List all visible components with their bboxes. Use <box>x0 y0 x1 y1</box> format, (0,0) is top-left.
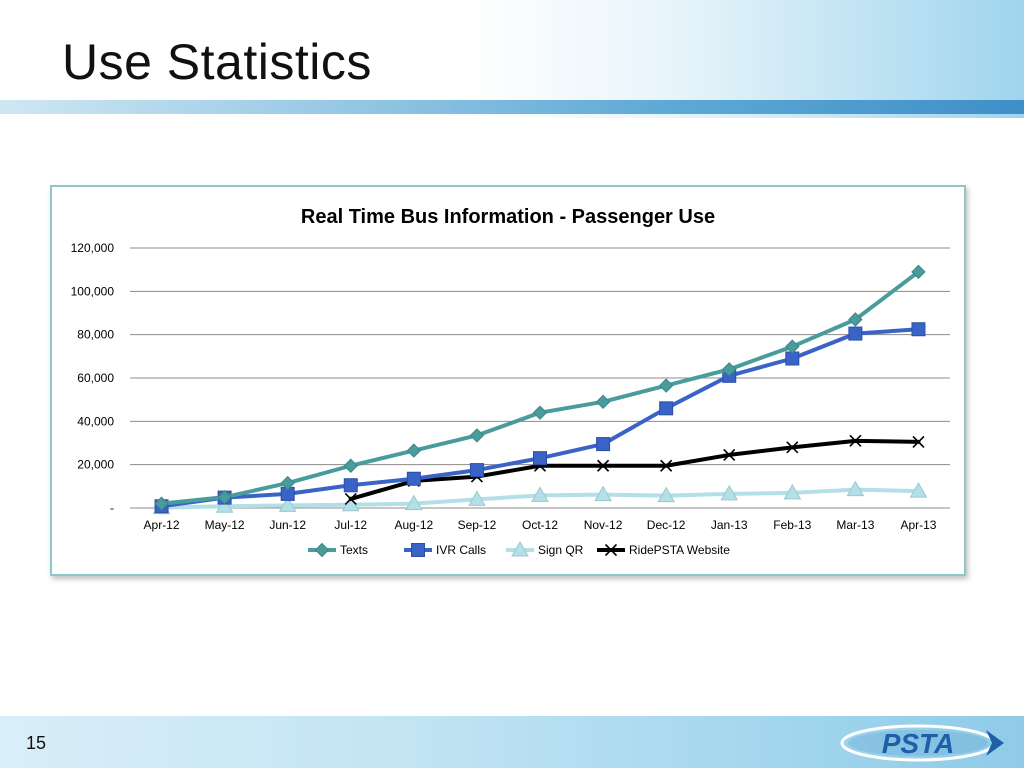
data-point-ivr-calls <box>533 451 547 466</box>
y-tick-label: 20,000 <box>77 458 114 472</box>
legend-item-texts: Texts <box>308 542 368 558</box>
data-point-sign-qr <box>846 480 865 497</box>
data-point-ivr-calls <box>469 463 484 478</box>
line-chart: Real Time Bus Information - Passenger Us… <box>71 206 950 558</box>
data-point-ridepsta-website <box>344 492 357 505</box>
legend-item-sign-qr: Sign QR <box>506 540 584 557</box>
x-tick-label: Feb-13 <box>773 518 811 532</box>
data-point-ivr-calls <box>785 351 800 366</box>
data-point-ridepsta-website <box>786 441 799 454</box>
legend-label: Sign QR <box>538 543 584 557</box>
data-point-ridepsta-website <box>912 435 925 448</box>
x-tick-label: Jan-13 <box>711 518 748 532</box>
data-point-texts <box>154 496 169 511</box>
data-point-ivr-calls <box>911 322 926 337</box>
series-line-texts <box>159 269 921 506</box>
data-point-sign-qr <box>909 482 928 498</box>
data-point-sign-qr <box>594 485 612 502</box>
data-point-sign-qr <box>720 484 739 501</box>
x-tick-label: Oct-12 <box>522 518 558 532</box>
chart-title: Real Time Bus Information - Passenger Us… <box>301 206 715 228</box>
data-point-texts <box>848 312 863 327</box>
x-tick-label: May-12 <box>205 518 245 532</box>
data-point-ridepsta-website <box>723 448 736 461</box>
footer-band <box>0 716 1024 768</box>
y-tick-label: - <box>110 501 114 515</box>
y-tick-label: 80,000 <box>77 328 114 342</box>
data-point-ridepsta-website <box>660 459 673 472</box>
logo-lettering: PSTA <box>882 728 955 759</box>
x-tick-label: Mar-13 <box>836 518 874 532</box>
data-point-sign-qr <box>215 497 234 513</box>
header-band <box>0 0 1024 118</box>
slide-title: Use Statistics <box>62 34 372 90</box>
legend-marker-icon <box>411 543 425 557</box>
data-point-sign-qr <box>657 486 676 503</box>
legend-label: Texts <box>340 543 368 557</box>
legend-marker-icon <box>604 543 618 557</box>
data-point-sign-qr <box>468 490 486 506</box>
header-stripe <box>0 100 1024 114</box>
legend-label: RidePSTA Website <box>629 543 730 557</box>
data-point-ivr-calls <box>848 326 863 341</box>
data-point-sign-qr <box>531 486 549 502</box>
y-tick-label: 120,000 <box>71 241 115 255</box>
data-point-sign-qr <box>783 483 802 500</box>
data-point-texts <box>406 443 422 458</box>
x-tick-label: Apr-13 <box>900 518 936 532</box>
data-point-ivr-calls <box>406 471 421 486</box>
legend-marker-icon <box>314 542 330 558</box>
x-tick-label: Jun-12 <box>269 518 306 532</box>
data-point-ivr-calls <box>343 478 358 493</box>
x-tick-label: Nov-12 <box>584 518 623 532</box>
data-point-texts <box>343 458 358 473</box>
data-point-texts <box>469 428 485 443</box>
data-point-sign-qr <box>278 496 297 512</box>
data-point-texts <box>911 264 926 280</box>
psta-logo: PSTA <box>840 724 1004 762</box>
legend-label: IVR Calls <box>436 543 486 557</box>
data-point-texts <box>658 378 674 393</box>
y-tick-label: 40,000 <box>77 414 114 428</box>
y-tick-label: 100,000 <box>71 284 115 298</box>
x-tick-label: Apr-12 <box>144 518 180 532</box>
data-point-ivr-calls <box>596 437 611 452</box>
x-tick-label: Sep-12 <box>458 518 497 532</box>
data-point-texts <box>532 405 548 420</box>
x-tick-label: Aug-12 <box>394 518 433 532</box>
legend-item-ivr-calls: IVR Calls <box>404 543 486 557</box>
legend-item-ridepsta-website: RidePSTA Website <box>597 543 730 557</box>
data-point-texts <box>722 362 737 377</box>
data-point-ivr-calls <box>659 401 674 416</box>
series-line-ridepsta-website <box>348 438 921 501</box>
data-point-texts <box>785 339 800 354</box>
data-point-sign-qr <box>404 494 423 511</box>
data-point-texts <box>280 475 295 491</box>
page-number: 15 <box>26 733 47 753</box>
data-point-texts <box>217 489 232 505</box>
y-tick-label: 60,000 <box>77 371 114 385</box>
chart-frame: Real Time Bus Information - Passenger Us… <box>50 185 966 576</box>
logo-arrow-icon <box>986 730 1004 756</box>
legend-marker-icon <box>511 540 529 557</box>
data-point-ridepsta-website <box>597 459 610 472</box>
x-tick-label: Jul-12 <box>334 518 367 532</box>
data-point-texts <box>595 394 611 410</box>
x-tick-label: Dec-12 <box>647 518 686 532</box>
data-point-ridepsta-website <box>849 434 862 447</box>
